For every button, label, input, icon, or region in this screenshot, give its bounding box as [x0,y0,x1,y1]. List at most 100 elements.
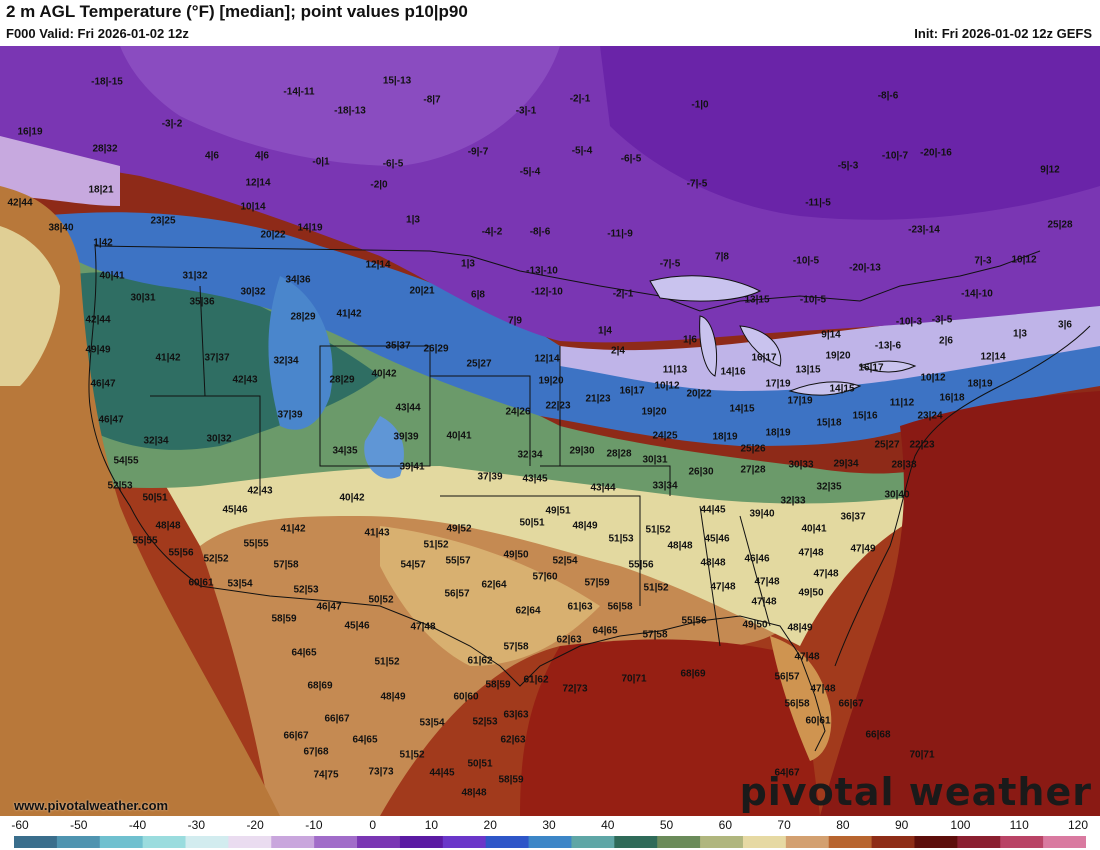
point-value: 66|68 [865,729,891,741]
color-legend-swatch [314,836,358,848]
point-value: 16|17 [858,362,884,374]
point-value: 16|17 [751,352,777,364]
color-legend-swatch [271,836,315,848]
valid-time: F000 Valid: Fri 2026-01-02 12z [6,26,189,41]
point-value: 45|46 [222,504,248,516]
point-value: 68|69 [307,680,333,692]
color-legend-tick: 100 [950,818,971,832]
point-value: 68|69 [680,668,706,680]
point-value: 20|22 [260,229,286,241]
color-legend-swatch [357,836,401,848]
field-texas [380,526,600,666]
point-value: 55|56 [681,615,707,627]
point-value: 26|30 [688,466,714,478]
color-legend-swatch [14,836,58,848]
point-value: 9|14 [821,329,841,341]
point-value: 32|34 [517,449,543,461]
field-canada-east [600,46,1100,220]
point-value: 58|59 [498,774,524,786]
color-legend-swatch [828,836,873,848]
point-value: -18|-15 [91,76,123,88]
color-legend-swatch [657,836,701,848]
point-value: 62|64 [515,605,541,617]
point-value: 49|52 [446,523,472,535]
color-legend-tick: 60 [718,818,733,832]
point-value: 56|57 [774,671,800,683]
point-value: 55|56 [628,559,654,571]
point-value: 62|64 [481,579,507,591]
point-value: 23|24 [917,410,943,422]
point-value: 14|15 [829,383,855,395]
point-value: 55|55 [243,538,269,550]
point-value: 58|59 [485,679,511,691]
point-value: 54|55 [113,455,139,467]
point-value: 16|18 [939,392,965,404]
point-value: 25|27 [874,439,900,451]
point-value: 15|-13 [382,75,412,87]
color-legend-tick: -40 [128,818,147,832]
point-value: 48|49 [787,622,813,634]
point-value: 10|12 [654,380,680,392]
point-value: 52|53 [293,584,319,596]
point-value: 62|63 [500,734,526,746]
point-value: 42|44 [7,197,33,209]
point-value: 47|48 [751,596,777,608]
point-value: 55|55 [132,535,158,547]
point-value: 52|54 [552,555,578,567]
point-value: 1|6 [683,334,697,346]
point-value: -2|-1 [569,93,591,105]
point-value: 34|36 [285,274,311,286]
color-legend-swatch [528,836,572,848]
point-value: 46|47 [316,601,342,613]
color-legend-swatch [399,836,444,848]
point-value: -1|0 [691,99,709,111]
field-florida [770,636,832,761]
point-value: 40|42 [371,368,397,380]
point-value: 37|37 [204,352,230,364]
point-value: 72|73 [562,683,588,695]
point-value: -6|-5 [620,153,642,165]
point-value: 13|15 [744,294,770,306]
point-value: 32|35 [816,481,842,493]
point-value: -6|-5 [382,158,404,170]
point-value: 28|29 [290,311,316,323]
color-legend-tick: -20 [246,818,264,832]
point-value: 39|40 [749,508,775,520]
point-value: 35|36 [189,296,215,308]
point-value: 2|6 [939,335,953,347]
point-value: 47|48 [810,683,836,695]
point-value: 19|20 [641,406,667,418]
point-value: 33|34 [652,480,678,492]
point-value: 14|15 [729,403,755,415]
point-value: 54|57 [400,559,426,571]
field-south-plains [160,453,920,646]
color-legend-swatch [914,836,958,848]
point-value: 18|19 [712,431,738,443]
point-value: 74|75 [313,769,339,781]
point-value: 57|58 [642,629,668,641]
color-legend-swatch [700,836,744,848]
point-value: -0|1 [312,156,330,168]
point-value: 25|27 [466,358,492,370]
point-value: 16|17 [619,385,645,397]
point-value: -9|-7 [467,146,489,158]
point-value: 67|68 [303,746,329,758]
temperature-map[interactable]: -18|-15 -14|-11 15|-13 -8|7 -2|-1 -1|0 -8|-6 16… [0,46,1100,816]
point-value: 30|32 [240,286,266,298]
point-value: 50|52 [368,594,394,606]
point-value: -2|-1 [612,288,634,300]
point-value: 44|45 [700,504,726,516]
point-value: 20|22 [686,388,712,400]
field-atlantic [820,391,1100,816]
point-value: 28|32 [92,143,118,155]
field-transition [560,306,1100,391]
point-value: 49|49 [85,344,111,356]
point-value: 6|8 [471,289,485,301]
point-value: 49|50 [798,587,824,599]
point-value: 56|58 [607,601,633,613]
map-canvas [0,46,1100,816]
point-value: -20|-16 [920,147,952,159]
point-value: 14|16 [720,366,746,378]
point-value: -8|7 [423,94,441,106]
point-value: 46|46 [744,553,770,565]
